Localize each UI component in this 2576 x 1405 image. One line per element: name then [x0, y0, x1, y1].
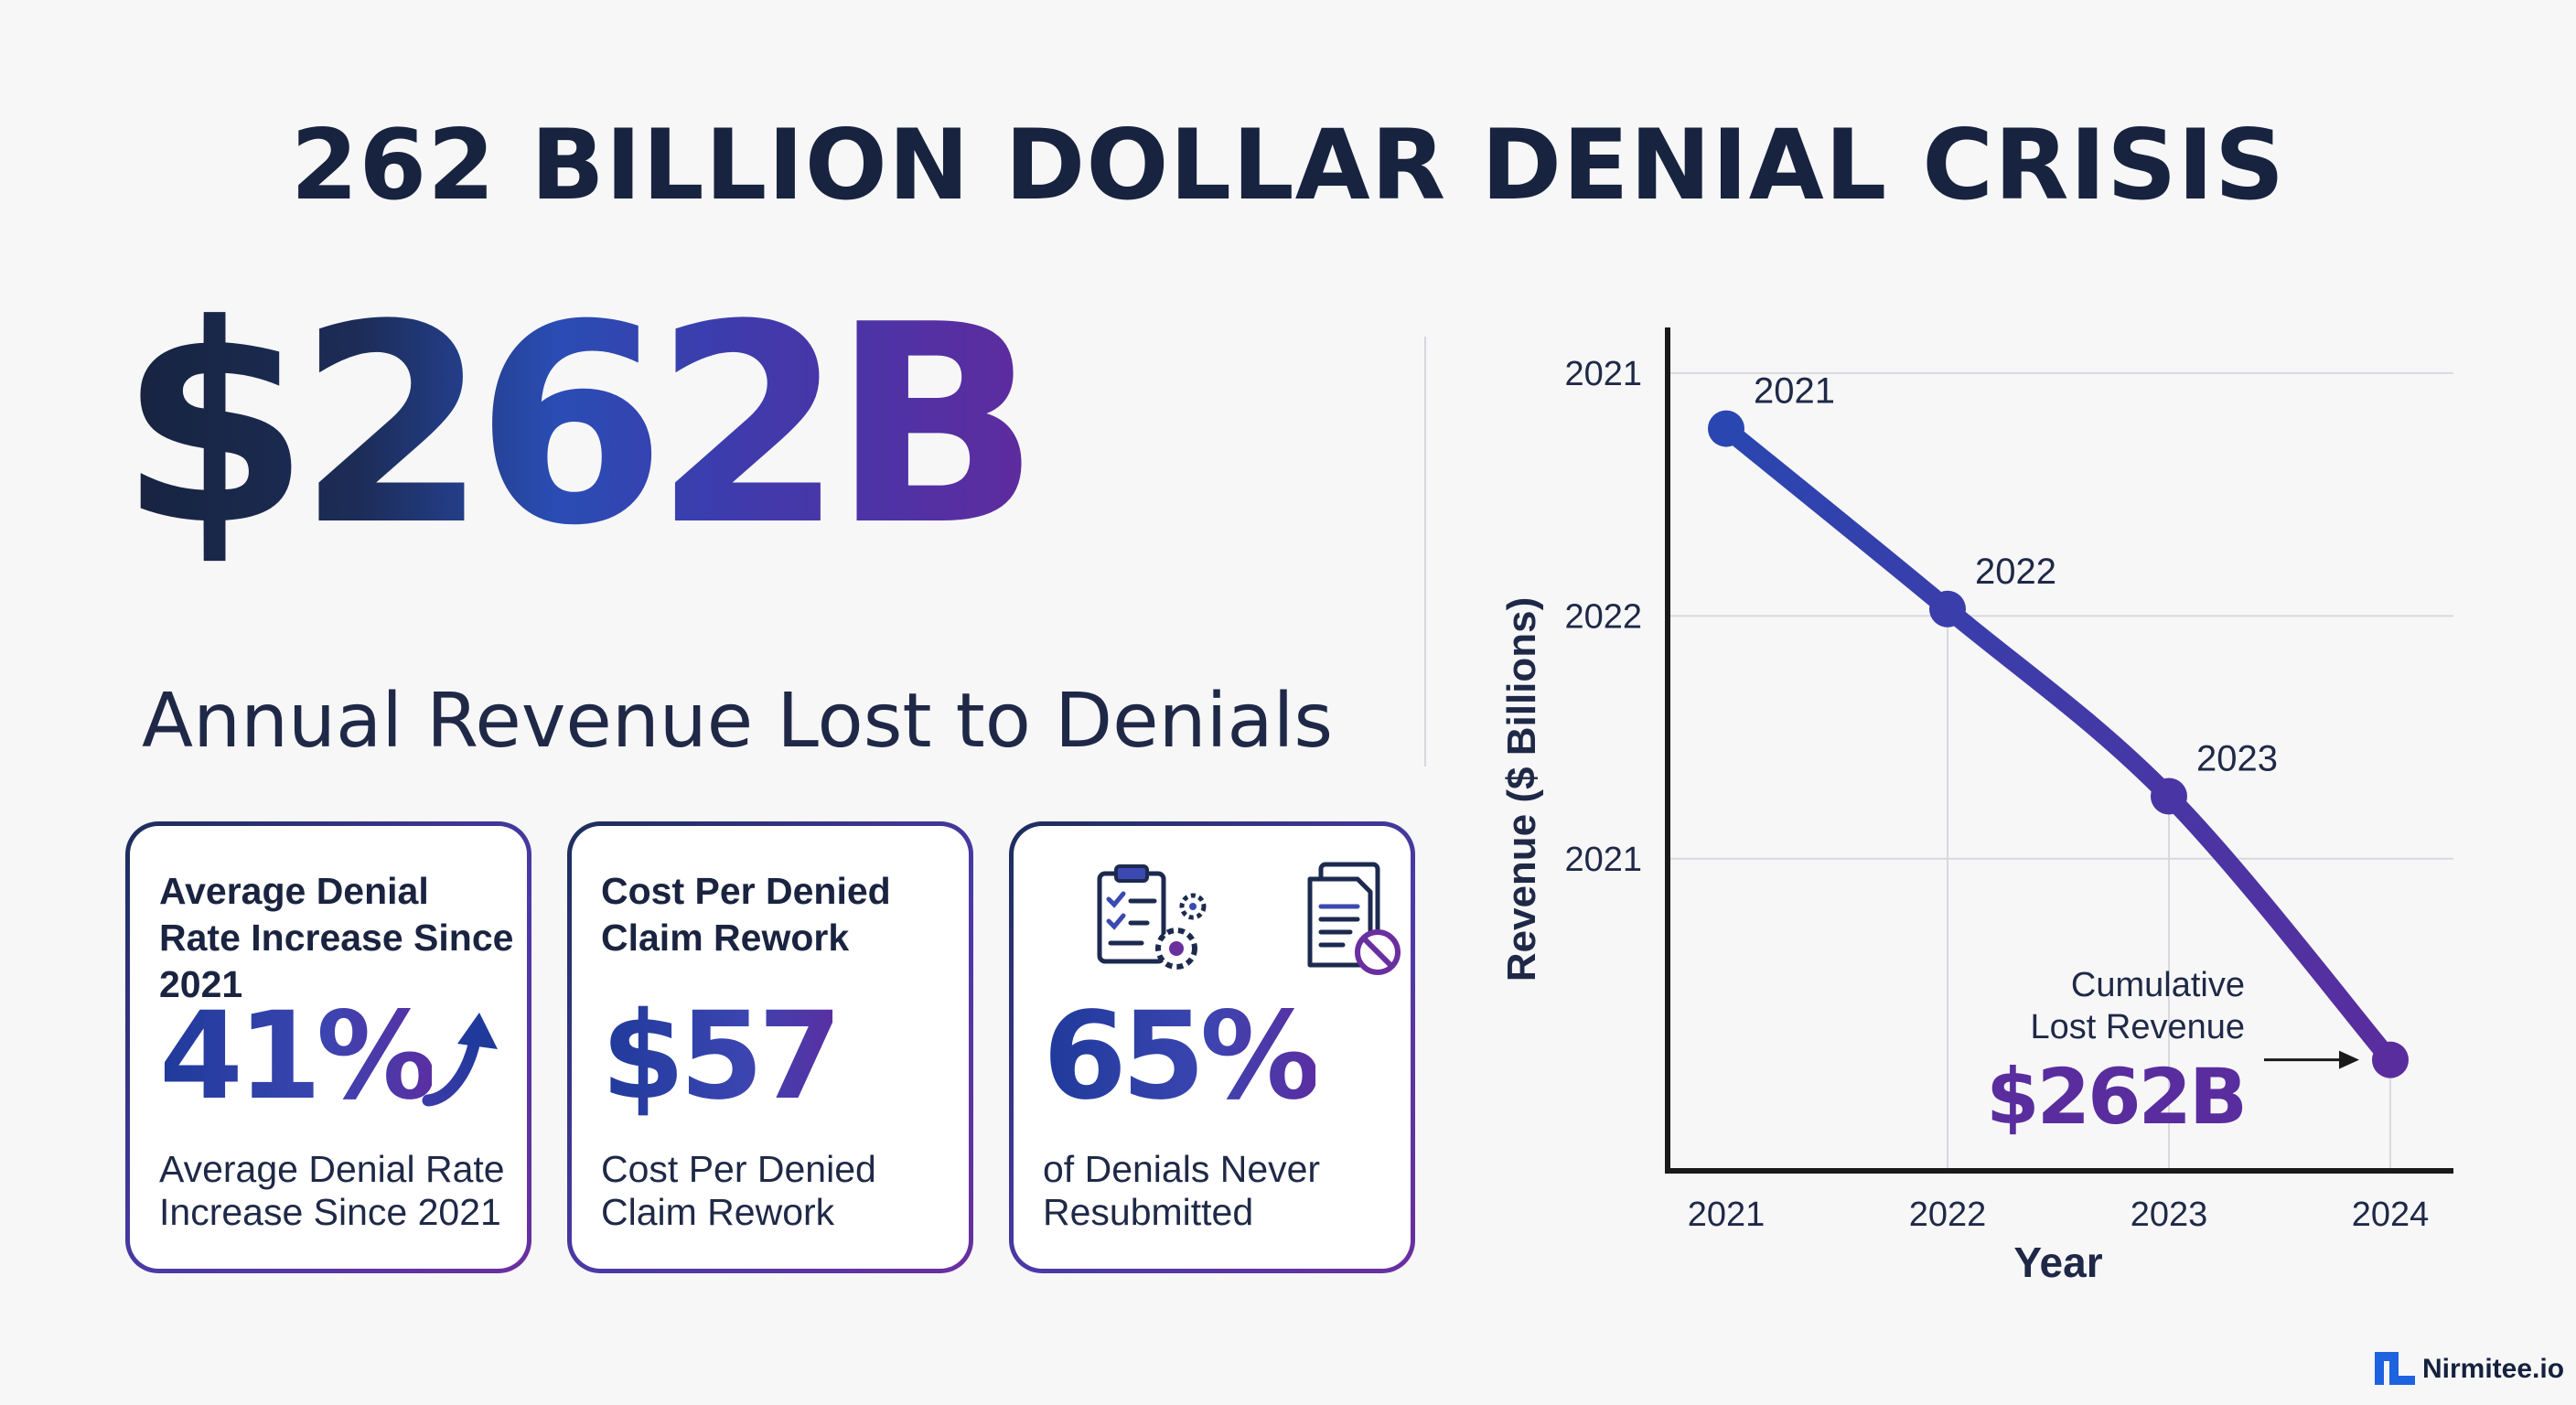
point-label: 2022: [1975, 552, 2056, 592]
point-label: 2021: [1754, 371, 1835, 412]
x-tick-label: 2022: [1909, 1196, 1987, 1234]
page-title: 262 BILLION DOLLAR DENIAL CRISIS: [290, 109, 2286, 221]
x-tick-label: 2021: [1688, 1196, 1766, 1234]
card-description: Cost Per Denied Claim Rework: [601, 1148, 876, 1233]
stat-card-rework-cost: Cost Per Denied Claim Rework $57 Cost Pe…: [567, 821, 973, 1273]
brand-name: Nirmitee.io: [2422, 1354, 2565, 1384]
vertical-divider: [1424, 337, 1426, 767]
card-heading: Cost Per Denied Claim Rework: [601, 870, 891, 959]
trend-up-arrow-icon: [422, 1013, 498, 1107]
y-tick-label: 2021: [1564, 355, 1642, 393]
data-point: [1929, 590, 1966, 627]
point-label: 2023: [2196, 739, 2278, 779]
x-tick-label: 2024: [2352, 1196, 2430, 1234]
annotation-line-2: Lost Revenue: [2031, 1008, 2246, 1046]
axes: [1665, 327, 2453, 1174]
annotation-line-1: Cumulative: [2071, 966, 2245, 1004]
data-points: 2021 2022 2023: [1708, 371, 2409, 1078]
documents-blocked-icon: [1307, 862, 1401, 975]
data-point: [2151, 778, 2187, 815]
x-axis-label: Year: [2013, 1239, 2102, 1286]
clipboard-gears-icon: [1097, 864, 1207, 970]
card-value: $57: [601, 986, 843, 1127]
card-value: 65%: [1043, 986, 1321, 1127]
annotation-value: $262B: [1986, 1052, 2245, 1142]
series-line: [1717, 419, 2399, 1069]
y-axis-label: Revenue ($ Billions): [1499, 597, 1544, 982]
headline-value: $262B: [119, 266, 1041, 585]
x-tick-label: 2023: [2131, 1196, 2208, 1234]
card-heading: Average Denial Rate Increase Since 2021: [159, 870, 514, 1005]
data-point: [1708, 410, 1744, 447]
headline-caption: Annual Revenue Lost to Denials: [142, 678, 1334, 765]
y-tick-label: 2021: [1564, 841, 1642, 879]
annotation-arrow-head: [2339, 1050, 2359, 1069]
data-point: [2372, 1041, 2409, 1078]
card-value: 41%: [159, 986, 437, 1127]
grid: [1668, 371, 2453, 1171]
tick-labels: 2021 2022 2021 2021 2022 2023 2024: [1564, 355, 2429, 1234]
card-description: Average Denial Rate Increase Since 2021: [159, 1148, 505, 1233]
card-description: of Denials Never Resubmitted: [1043, 1148, 1321, 1233]
stat-card-never-resubmitted: 65% of Denials Never Resubmitted: [1009, 821, 1415, 1273]
y-tick-label: 2022: [1564, 597, 1642, 636]
annotation: Cumulative Lost Revenue $262B: [1986, 966, 2359, 1142]
nirmitee-logo-icon: [2375, 1352, 2415, 1385]
stat-card-denial-rate: Average Denial Rate Increase Since 2021 …: [125, 821, 531, 1273]
brand-logo: Nirmitee.io: [2375, 1348, 2564, 1389]
